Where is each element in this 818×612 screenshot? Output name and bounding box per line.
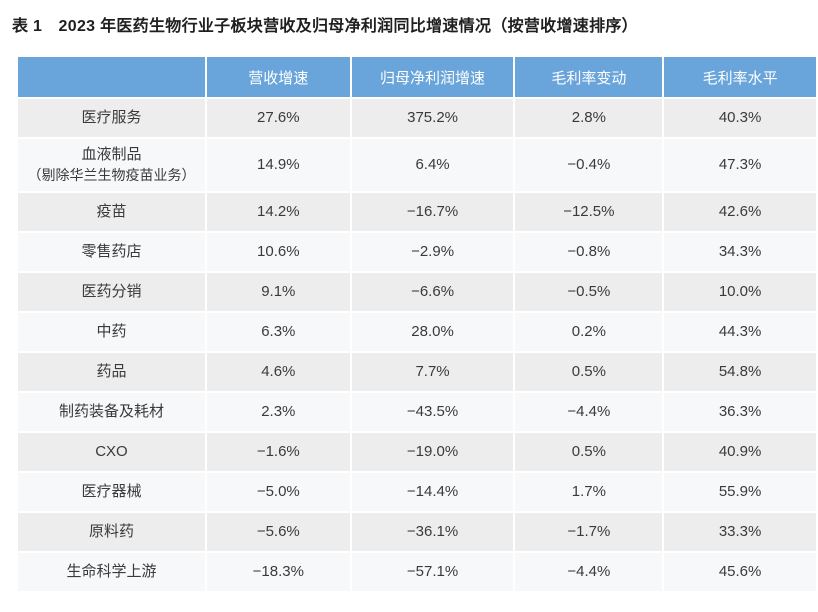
header-row: 营收增速 归母净利润增速 毛利率变动 毛利率水平 (18, 57, 816, 97)
cell-net-profit-growth: −36.1% (351, 513, 514, 551)
row-label: 血液制品 （剔除华兰生物疫苗业务） (18, 139, 205, 191)
table-row: 医疗服务 27.6% 375.2% 2.8% 40.3% (18, 99, 816, 137)
col-header-blank (18, 57, 205, 97)
cell-net-profit-growth: −43.5% (351, 393, 514, 431)
row-label: 医药分销 (18, 273, 205, 311)
cell-revenue-growth: 4.6% (206, 353, 350, 391)
cell-revenue-growth: 9.1% (206, 273, 350, 311)
cell-net-profit-growth: 6.4% (351, 139, 514, 191)
cell-net-profit-growth: −19.0% (351, 433, 514, 471)
cell-gross-margin-change: −0.4% (515, 139, 663, 191)
row-label: 疫苗 (18, 193, 205, 231)
cell-revenue-growth: 2.3% (206, 393, 350, 431)
cell-gross-margin-level: 55.9% (664, 473, 816, 511)
col-header-gross-margin-level: 毛利率水平 (664, 57, 816, 97)
cell-revenue-growth: 6.3% (206, 313, 350, 351)
cell-gross-margin-level: 34.3% (664, 233, 816, 271)
cell-net-profit-growth: −16.7% (351, 193, 514, 231)
table-row: 零售药店 10.6% −2.9% −0.8% 34.3% (18, 233, 816, 271)
cell-gross-margin-level: 40.9% (664, 433, 816, 471)
row-label: 中药 (18, 313, 205, 351)
cell-gross-margin-level: 45.6% (664, 553, 816, 591)
cell-gross-margin-level: 40.3% (664, 99, 816, 137)
cell-gross-margin-level: 44.3% (664, 313, 816, 351)
cell-gross-margin-change: 0.2% (515, 313, 663, 351)
cell-gross-margin-change: 0.5% (515, 353, 663, 391)
cell-net-profit-growth: 28.0% (351, 313, 514, 351)
cell-gross-margin-level: 54.8% (664, 353, 816, 391)
cell-gross-margin-level: 10.0% (664, 273, 816, 311)
cell-revenue-growth: −5.0% (206, 473, 350, 511)
row-label-line1: 血液制品 (81, 146, 142, 164)
table-header: 营收增速 归母净利润增速 毛利率变动 毛利率水平 (18, 57, 816, 97)
cell-gross-margin-level: 36.3% (664, 393, 816, 431)
row-label: 零售药店 (18, 233, 205, 271)
cell-revenue-growth: 27.6% (206, 99, 350, 137)
col-header-revenue-growth: 营收增速 (206, 57, 350, 97)
cell-gross-margin-change: −0.5% (515, 273, 663, 311)
cell-net-profit-growth: −2.9% (351, 233, 514, 271)
row-label: CXO (18, 433, 205, 471)
row-label: 制药装备及耗材 (18, 393, 205, 431)
row-label-line2: （剔除华兰生物疫苗业务） (27, 166, 196, 183)
table-body: 医疗服务 27.6% 375.2% 2.8% 40.3% 血液制品 （剔除华兰生… (18, 99, 816, 591)
cell-gross-margin-change: −1.7% (515, 513, 663, 551)
table-row: 制药装备及耗材 2.3% −43.5% −4.4% 36.3% (18, 393, 816, 431)
cell-gross-margin-change: 0.5% (515, 433, 663, 471)
cell-gross-margin-level: 33.3% (664, 513, 816, 551)
table-row: 生命科学上游 −18.3% −57.1% −4.4% 45.6% (18, 553, 816, 591)
col-header-gross-margin-change: 毛利率变动 (515, 57, 663, 97)
cell-gross-margin-change: −4.4% (515, 393, 663, 431)
cell-revenue-growth: 14.2% (206, 193, 350, 231)
cell-revenue-growth: −18.3% (206, 553, 350, 591)
cell-gross-margin-level: 47.3% (664, 139, 816, 191)
row-label: 医疗服务 (18, 99, 205, 137)
cell-gross-margin-change: −0.8% (515, 233, 663, 271)
table-row: 医疗器械 −5.0% −14.4% 1.7% 55.9% (18, 473, 816, 511)
cell-gross-margin-change: −12.5% (515, 193, 663, 231)
cell-net-profit-growth: −6.6% (351, 273, 514, 311)
table-row: 药品 4.6% 7.7% 0.5% 54.8% (18, 353, 816, 391)
cell-revenue-growth: 14.9% (206, 139, 350, 191)
col-header-net-profit-growth: 归母净利润增速 (351, 57, 514, 97)
cell-net-profit-growth: 375.2% (351, 99, 514, 137)
cell-gross-margin-level: 42.6% (664, 193, 816, 231)
table-row: 医药分销 9.1% −6.6% −0.5% 10.0% (18, 273, 816, 311)
row-label: 生命科学上游 (18, 553, 205, 591)
subsector-growth-table: 营收增速 归母净利润增速 毛利率变动 毛利率水平 医疗服务 27.6% 375.… (16, 55, 818, 593)
cell-revenue-growth: −5.6% (206, 513, 350, 551)
cell-net-profit-growth: −14.4% (351, 473, 514, 511)
table-row: 血液制品 （剔除华兰生物疫苗业务） 14.9% 6.4% −0.4% 47.3% (18, 139, 816, 191)
table-row: 中药 6.3% 28.0% 0.2% 44.3% (18, 313, 816, 351)
row-label: 原料药 (18, 513, 205, 551)
row-label: 医疗器械 (18, 473, 205, 511)
cell-gross-margin-change: −4.4% (515, 553, 663, 591)
cell-revenue-growth: −1.6% (206, 433, 350, 471)
row-label: 药品 (18, 353, 205, 391)
cell-net-profit-growth: 7.7% (351, 353, 514, 391)
cell-gross-margin-change: 1.7% (515, 473, 663, 511)
table-row: 原料药 −5.6% −36.1% −1.7% 33.3% (18, 513, 816, 551)
cell-gross-margin-change: 2.8% (515, 99, 663, 137)
table-row: 疫苗 14.2% −16.7% −12.5% 42.6% (18, 193, 816, 231)
table-title: 表 1 2023 年医药生物行业子板块营收及归母净利润同比增速情况（按营收增速排… (12, 18, 638, 35)
cell-net-profit-growth: −57.1% (351, 553, 514, 591)
table-row: CXO −1.6% −19.0% 0.5% 40.9% (18, 433, 816, 471)
cell-revenue-growth: 10.6% (206, 233, 350, 271)
